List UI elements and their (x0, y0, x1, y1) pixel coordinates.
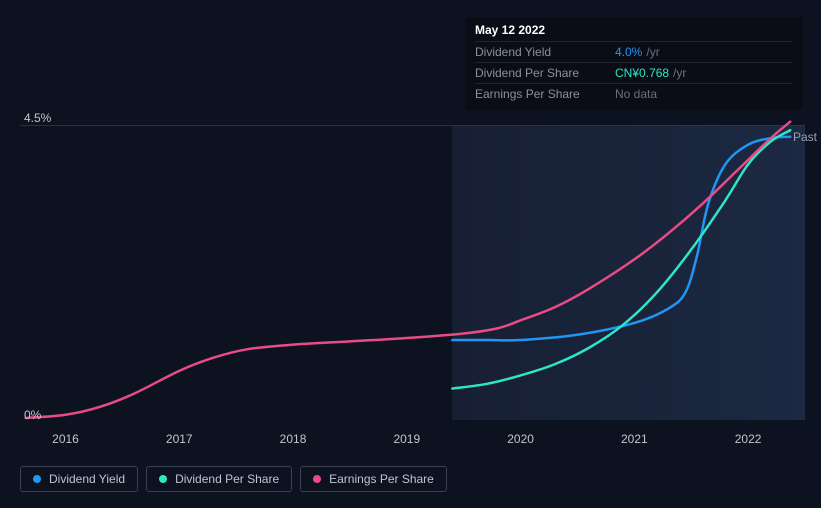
tooltip-value: No data (615, 87, 657, 101)
chart-tooltip: May 12 2022 Dividend Yield4.0%/yrDividen… (465, 17, 803, 110)
tooltip-row: Earnings Per ShareNo data (475, 83, 793, 104)
legend-dot (313, 475, 321, 483)
dividend-chart: Past 0% 4.5% 2016 2017 2018 2019 2020 2021 2022… (0, 0, 821, 508)
x-tick-label: 2017 (166, 432, 193, 446)
y-tick-label: 0% (24, 408, 41, 422)
past-label: Past (793, 130, 817, 144)
tooltip-row: Dividend Per ShareCN¥0.768/yr (475, 62, 793, 83)
legend-label: Dividend Per Share (175, 472, 279, 486)
x-tick-label: 2020 (507, 432, 534, 446)
x-tick-label: 2016 (52, 432, 79, 446)
legend-item-earnings-per-share[interactable]: Earnings Per Share (300, 466, 447, 492)
tooltip-row: Dividend Yield4.0%/yr (475, 41, 793, 62)
tooltip-key: Dividend Yield (475, 45, 615, 59)
x-tick-label: 2019 (393, 432, 420, 446)
chart-lines (20, 125, 805, 420)
tooltip-value: CN¥0.768/yr (615, 66, 686, 80)
tooltip-key: Dividend Per Share (475, 66, 615, 80)
chart-legend: Dividend Yield Dividend Per Share Earnings… (20, 466, 447, 492)
x-tick-label: 2022 (735, 432, 762, 446)
legend-item-dividend-per-share[interactable]: Dividend Per Share (146, 466, 292, 492)
tooltip-key: Earnings Per Share (475, 87, 615, 101)
legend-label: Earnings Per Share (329, 472, 434, 486)
x-tick-label: 2021 (621, 432, 648, 446)
tooltip-value: 4.0%/yr (615, 45, 660, 59)
legend-label: Dividend Yield (49, 472, 125, 486)
legend-dot (33, 475, 41, 483)
x-tick-label: 2018 (280, 432, 307, 446)
legend-dot (159, 475, 167, 483)
tooltip-date: May 12 2022 (475, 23, 793, 41)
legend-item-dividend-yield[interactable]: Dividend Yield (20, 466, 138, 492)
y-tick-label: 4.5% (24, 111, 51, 125)
